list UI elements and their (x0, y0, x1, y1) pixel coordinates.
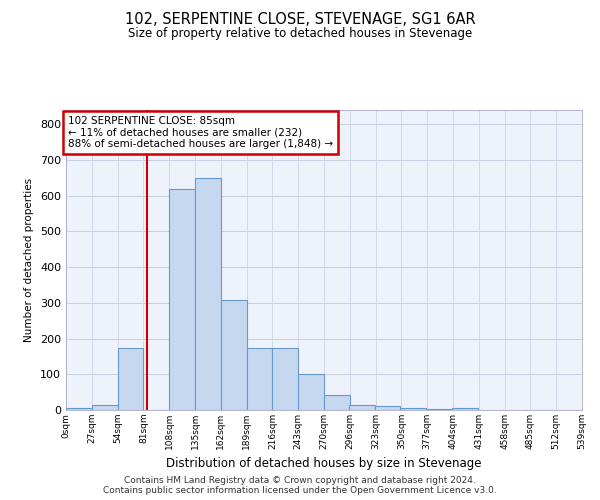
X-axis label: Distribution of detached houses by size in Stevenage: Distribution of detached houses by size … (166, 458, 482, 470)
Text: 102, SERPENTINE CLOSE, STEVENAGE, SG1 6AR: 102, SERPENTINE CLOSE, STEVENAGE, SG1 6A… (125, 12, 475, 28)
Bar (92, 405, 118, 410)
Text: Size of property relative to detached houses in Stevenage: Size of property relative to detached ho… (128, 28, 472, 40)
Text: 102 SERPENTINE CLOSE: 85sqm
← 11% of detached houses are smaller (232)
88% of se: 102 SERPENTINE CLOSE: 85sqm ← 11% of det… (68, 116, 333, 150)
Bar (247, 348, 272, 410)
Bar (349, 404, 374, 410)
Y-axis label: Number of detached properties: Number of detached properties (25, 178, 34, 342)
Bar (221, 300, 247, 410)
Bar (169, 188, 195, 410)
Bar (400, 408, 426, 410)
Bar (298, 374, 324, 410)
Bar (66, 408, 92, 410)
Bar (118, 348, 143, 410)
Bar (272, 348, 298, 410)
Bar (374, 406, 400, 410)
Bar (324, 395, 350, 410)
Bar (195, 178, 221, 410)
Bar (452, 408, 478, 410)
Text: Contains HM Land Registry data © Crown copyright and database right 2024.
Contai: Contains HM Land Registry data © Crown c… (103, 476, 497, 495)
